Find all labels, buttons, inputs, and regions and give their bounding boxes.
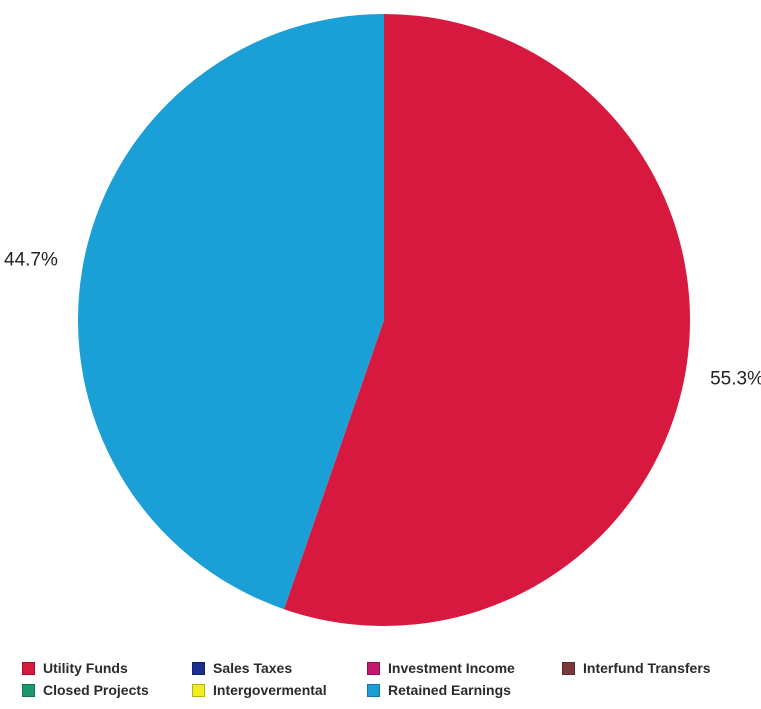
legend-label: Sales Taxes — [213, 660, 293, 676]
pie-slices — [77, 14, 690, 627]
legend-item-utility-funds: Utility Funds — [22, 660, 192, 676]
legend: Utility Funds Sales Taxes Investment Inc… — [22, 660, 752, 698]
pie-labels: 55.3% 44.7% — [4, 250, 761, 390]
legend-item-intergovermental: Intergovermental — [192, 682, 367, 698]
legend-item-interfund-transfers: Interfund Transfers — [562, 660, 752, 676]
legend-label: Closed Projects — [43, 682, 149, 698]
pie-slice-utility-funds — [283, 14, 690, 627]
pie-slice-label: 55.3% — [710, 368, 761, 389]
legend-swatch — [367, 683, 380, 697]
legend-label: Interfund Transfers — [583, 660, 711, 676]
legend-swatch — [192, 661, 205, 675]
pie-chart: 55.3% 44.7% — [4, 14, 761, 627]
pie-slice-retained-earnings — [77, 14, 384, 610]
pie-slice-label: 44.7% — [4, 250, 58, 271]
legend-swatch — [22, 661, 35, 675]
legend-item-closed-projects: Closed Projects — [22, 682, 192, 698]
legend-swatch — [367, 661, 380, 675]
legend-label: Intergovermental — [213, 682, 327, 698]
legend-label: Retained Earnings — [388, 682, 511, 698]
legend-swatch — [22, 683, 35, 697]
legend-label: Utility Funds — [43, 660, 128, 676]
legend-swatch — [562, 661, 575, 675]
legend-label: Investment Income — [388, 660, 515, 676]
legend-swatch — [192, 683, 205, 697]
legend-item-investment-income: Investment Income — [367, 660, 562, 676]
legend-item-sales-taxes: Sales Taxes — [192, 660, 367, 676]
legend-item-retained-earnings: Retained Earnings — [367, 682, 562, 698]
